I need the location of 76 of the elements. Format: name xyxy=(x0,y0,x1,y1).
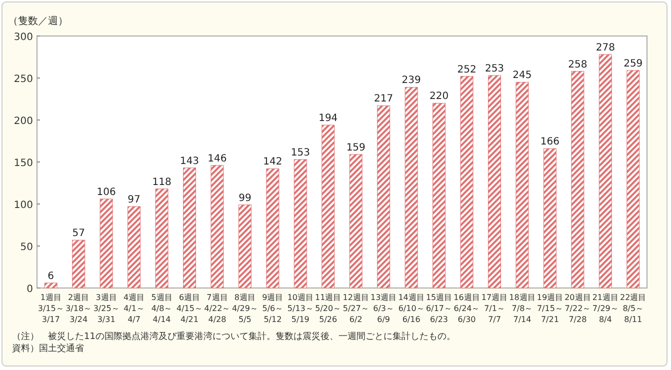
bar xyxy=(488,75,501,288)
data-label: 143 xyxy=(180,156,200,167)
bar xyxy=(571,71,584,288)
x-tick-label: 7週目 4/22～ 4/28 xyxy=(204,293,230,324)
x-tick-label: 18週目 7/8～ 7/14 xyxy=(509,293,536,324)
x-tick-label: 3週目 3/25～ 3/31 xyxy=(93,293,120,324)
data-label: 99 xyxy=(238,192,252,204)
bar xyxy=(460,76,474,288)
bar xyxy=(266,168,280,288)
x-tick-label: 8週目 4/29～ 5/5 xyxy=(232,293,258,324)
bar xyxy=(183,168,196,288)
bar xyxy=(100,198,113,288)
x-tick-label: 9週目 5/6～ 5/12 xyxy=(262,293,284,324)
bar xyxy=(404,86,418,288)
x-tick-label: 5週目 4/8～ 4/14 xyxy=(151,293,172,324)
y-axis-title: （隻数／週） xyxy=(8,15,68,27)
bar xyxy=(598,54,612,288)
data-label: 220 xyxy=(430,91,449,102)
data-label: 166 xyxy=(540,136,560,148)
x-tick-label: 4週目 4/1～ 4/7 xyxy=(124,293,145,324)
data-label: 194 xyxy=(318,113,338,124)
y-tick-label: 0 xyxy=(26,284,33,295)
x-tick-label: 19週目 7/15～ 7/21 xyxy=(536,293,564,324)
bar xyxy=(349,154,362,288)
data-label: 253 xyxy=(484,63,504,74)
data-label: 258 xyxy=(568,59,588,70)
data-label: 106 xyxy=(96,186,116,198)
data-label: 6 xyxy=(48,270,54,282)
data-label: 142 xyxy=(263,156,282,168)
x-tick-label: 16週目 6/24～ 6/30 xyxy=(454,293,480,324)
x-tick-label: 20週目 7/22～ 7/28 xyxy=(564,293,591,324)
bar xyxy=(210,165,224,288)
data-label: 153 xyxy=(290,147,310,158)
bar xyxy=(294,159,307,288)
x-tick-label: 6週目 4/15～ 4/21 xyxy=(176,293,202,324)
bar xyxy=(626,70,640,288)
bar xyxy=(322,124,335,288)
x-tick-label: 15週目 6/17～ 6/23 xyxy=(426,293,452,324)
x-tick-label: 12週目 5/27～ 6/2 xyxy=(342,293,369,324)
data-label: 239 xyxy=(402,75,421,86)
data-label: 259 xyxy=(624,58,643,70)
bar xyxy=(128,206,141,288)
x-tick-label: 11週目 5/20～ 5/26 xyxy=(315,293,342,324)
bar xyxy=(238,204,252,288)
y-tick-label: 50 xyxy=(20,242,33,253)
data-label: 118 xyxy=(152,176,172,188)
y-tick-label: 250 xyxy=(14,74,33,85)
x-tick-label: 1週目 3/15～ 3/17 xyxy=(38,293,64,324)
data-label: 57 xyxy=(72,228,85,240)
data-label: 97 xyxy=(128,194,140,206)
bar xyxy=(72,240,86,288)
y-tick-label: 300 xyxy=(14,32,33,43)
data-label: 245 xyxy=(512,70,532,82)
x-tick-label: 10週目 5/13～ 5/19 xyxy=(287,293,314,324)
bar xyxy=(432,102,446,288)
data-label: 278 xyxy=(596,42,615,54)
x-tick-label: 2週目 3/18～ 3/24 xyxy=(66,293,92,324)
x-tick-label: 22週目 8/5～ 8/11 xyxy=(620,293,646,324)
x-tick-label: 14週目 6/10～ 6/16 xyxy=(398,293,424,324)
bar xyxy=(543,148,556,288)
bar xyxy=(44,282,58,288)
x-tick-label: 17週目 7/1～ 7/7 xyxy=(481,293,508,324)
data-label: 252 xyxy=(457,64,476,76)
y-tick-label: 150 xyxy=(14,158,33,169)
x-tick-label: 13週目 6/3～ 6/9 xyxy=(370,293,397,324)
text: 資料）国土交通省 xyxy=(12,343,84,354)
bar xyxy=(377,105,390,288)
data-label: 217 xyxy=(374,94,394,105)
y-tick-label: 200 xyxy=(14,116,33,127)
data-label: 159 xyxy=(346,142,366,154)
bar xyxy=(155,188,168,288)
data-label: 146 xyxy=(208,153,227,164)
x-tick-label: 21週目 7/29～ 8/4 xyxy=(592,293,619,324)
y-tick-label: 100 xyxy=(14,200,33,211)
text: （注） 被災した11の国際拠点港湾及び重要港湾について集計。隻数は震災後、一週間ごとに集計したもの。 xyxy=(12,331,456,342)
bar xyxy=(516,82,529,288)
